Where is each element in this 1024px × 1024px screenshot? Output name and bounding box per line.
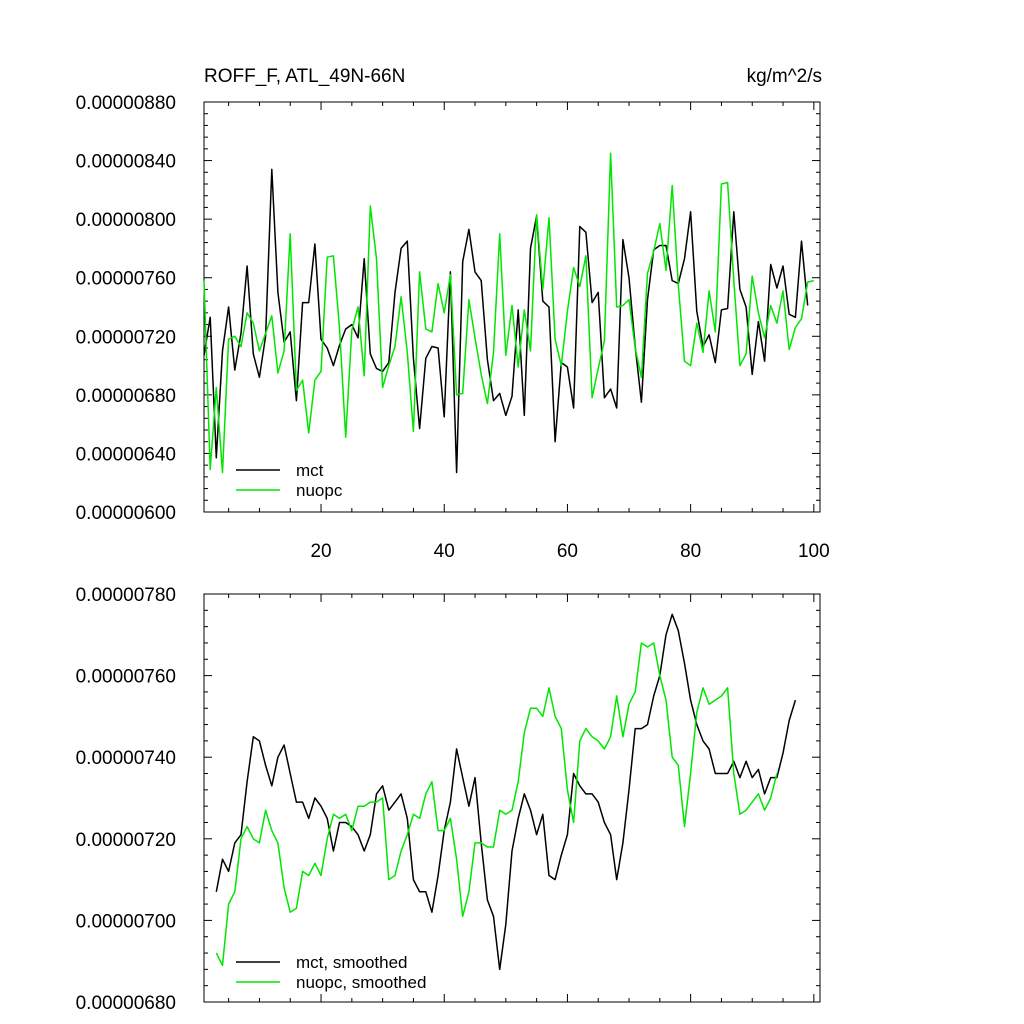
xtick-label: 100 xyxy=(798,541,830,562)
top-chart-axes: 0.00000600 0.00000640 0.00000680 0.00000720… xyxy=(76,93,830,562)
ytick-label: 0.00000840 xyxy=(76,152,176,173)
ytick-label: 0.00000600 xyxy=(76,503,176,524)
ytick-label: 0.00000760 xyxy=(76,667,176,688)
xtick-label: 40 xyxy=(434,541,455,562)
ytick-label: 0.00000700 xyxy=(76,911,176,932)
legend-label-mct-smoothed: mct, smoothed xyxy=(296,953,408,972)
legend-label-nuopc: nuopc xyxy=(296,481,343,500)
xtick-label: 20 xyxy=(310,541,331,562)
plot-frame xyxy=(203,593,821,1003)
bottom-chart-legend: mct, smoothed nuopc, smoothed xyxy=(236,953,426,992)
series-line-nuopc xyxy=(203,152,814,474)
plot-frame xyxy=(203,101,821,513)
bottom-chart-panel: 0.00000680 0.00000700 0.00000720 0.00000740… xyxy=(76,585,821,1014)
series-line-nuopc-smoothed xyxy=(215,642,778,967)
ytick-label: 0.00000880 xyxy=(76,93,176,114)
top-chart-panel: ROFF_F, ATL_49N-66N kg/m^2/s 0.000006000… xyxy=(76,66,830,562)
top-chart-units: kg/m^2/s xyxy=(747,66,822,87)
series-line-mct xyxy=(203,168,809,474)
ytick-label: 0.00000680 xyxy=(76,993,176,1014)
ytick-label: 0.00000680 xyxy=(76,386,176,407)
ytick-label: 0.00000740 xyxy=(76,748,176,769)
ytick-label: 0.00000720 xyxy=(76,830,176,851)
series-line-mct-smoothed xyxy=(215,613,797,971)
xtick-label: 80 xyxy=(680,541,701,562)
legend-label-mct: mct xyxy=(296,461,324,480)
top-chart-series xyxy=(203,152,814,474)
ytick-label: 0.00000720 xyxy=(76,327,176,348)
ytick-label: 0.00000640 xyxy=(76,444,176,465)
ytick-label: 0.00000800 xyxy=(76,210,176,231)
bottom-chart-series xyxy=(215,613,797,971)
bottom-chart-axes: 0.00000680 0.00000700 0.00000720 0.00000740… xyxy=(76,585,821,1014)
top-chart-legend: mct nuopc xyxy=(236,461,343,500)
ytick-label: 0.00000760 xyxy=(76,269,176,290)
ytick-label: 0.00000780 xyxy=(76,585,176,606)
top-chart-title: ROFF_F, ATL_49N-66N xyxy=(204,66,405,87)
xtick-label: 60 xyxy=(557,541,578,562)
legend-label-nuopc-smoothed: nuopc, smoothed xyxy=(296,973,426,992)
